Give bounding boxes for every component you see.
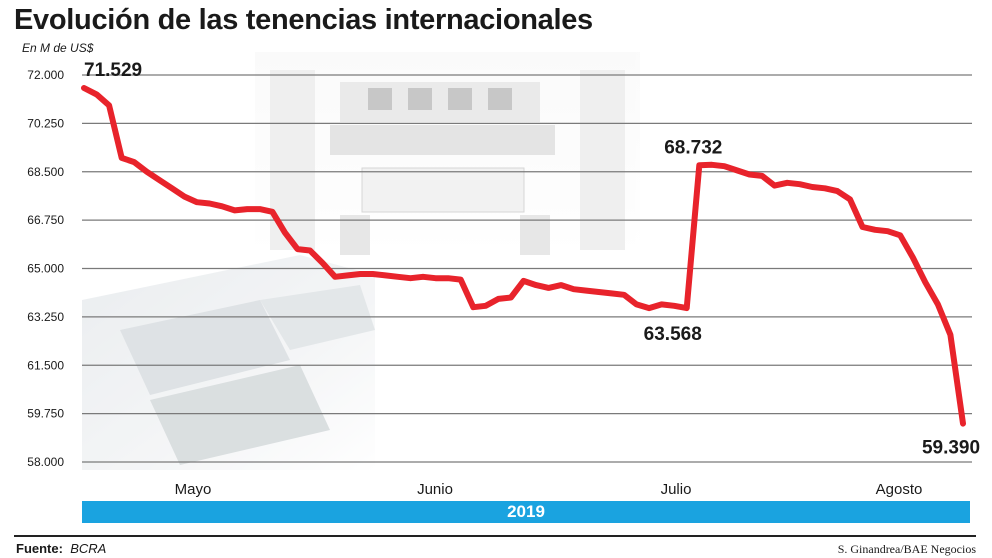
x-tick-label: Agosto xyxy=(876,481,923,498)
x-tick-label: Mayo xyxy=(175,481,212,498)
y-tick-label: 58.000 xyxy=(27,455,64,469)
y-axis-ticks: 72.000 70.250 68.500 66.750 65.000 63.250 61.5… xyxy=(27,68,64,469)
y-tick-label: 72.000 xyxy=(27,68,64,82)
y-tick-label: 70.250 xyxy=(27,116,64,130)
data-label: 68.732 xyxy=(664,137,722,158)
data-label: 63.568 xyxy=(644,324,702,345)
y-tick-label: 65.000 xyxy=(27,262,64,276)
y-tick-label: 59.750 xyxy=(27,407,64,421)
credit-note: S. Ginandrea/BAE Negocios xyxy=(837,542,976,556)
y-tick-label: 61.500 xyxy=(27,358,64,372)
y-axis-unit: En M de US$ xyxy=(22,41,94,55)
footer-divider xyxy=(14,535,976,537)
bank-building-illustration xyxy=(255,52,640,255)
banknotes-illustration xyxy=(82,255,375,470)
y-tick-label: 68.500 xyxy=(27,165,64,179)
x-tick-label: Junio xyxy=(417,481,453,498)
data-label: 59.390 xyxy=(922,438,980,459)
chart-title: Evolución de las tenencias internacional… xyxy=(14,4,593,36)
data-label: 71.529 xyxy=(84,60,142,81)
data-labels: 71.529 68.732 63.568 59.390 xyxy=(84,60,980,459)
x-tick-label: Julio xyxy=(661,481,692,498)
y-tick-label: 66.750 xyxy=(27,213,64,227)
gridlines xyxy=(82,74,972,463)
x-axis-ticks: Mayo Junio Julio Agosto xyxy=(175,481,923,498)
year-bar: 2019 xyxy=(82,501,970,523)
source-value: BCRA xyxy=(70,541,107,556)
source-label: Fuente: xyxy=(16,541,63,556)
series-line-path xyxy=(81,85,966,427)
y-tick-label: 63.250 xyxy=(27,310,64,324)
source-note: Fuente: BCRA xyxy=(16,541,106,556)
series-line xyxy=(81,85,966,427)
